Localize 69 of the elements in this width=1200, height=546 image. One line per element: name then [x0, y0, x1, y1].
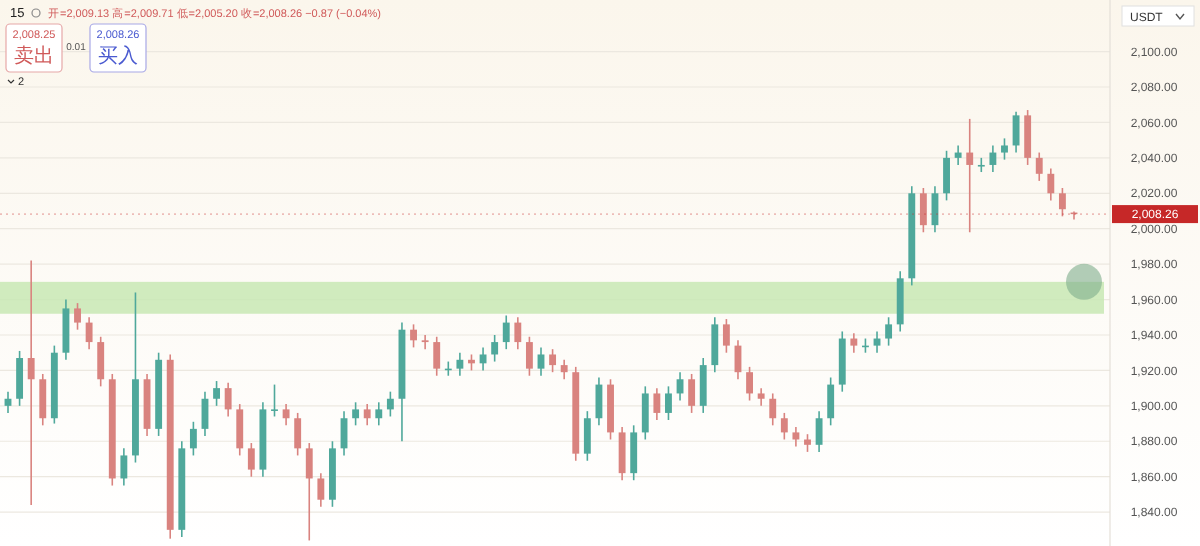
candlestick [479, 346, 487, 372]
candlestick [989, 144, 997, 173]
candlestick [549, 348, 557, 373]
candlestick [120, 447, 128, 487]
candlestick [410, 323, 417, 349]
candlestick [583, 410, 591, 462]
candlestick [838, 330, 846, 393]
candlestick [224, 382, 232, 418]
candlestick [305, 442, 313, 542]
candlestick [271, 383, 278, 418]
candlestick [827, 376, 835, 427]
candlestick [317, 472, 325, 508]
candlestick [421, 334, 429, 350]
candlestick [618, 426, 626, 482]
candlestick [386, 390, 394, 418]
candlestick [375, 401, 383, 427]
candlestick [595, 376, 603, 427]
candlestick [699, 357, 707, 414]
candlestick [352, 401, 360, 427]
candlestick [653, 387, 661, 421]
candlestick [62, 298, 70, 361]
candlestick [746, 366, 753, 402]
candlestick [39, 373, 47, 427]
candlestick [792, 426, 800, 448]
candlestick [363, 403, 371, 427]
candlestick [665, 385, 672, 421]
annotation: 买入 [98, 44, 138, 68]
candlestick [456, 351, 464, 377]
candlestick [688, 373, 696, 414]
candlestick [1012, 111, 1020, 154]
candlestick [525, 335, 533, 377]
candlestick [641, 385, 649, 441]
candlestick [630, 424, 638, 482]
candlestick [722, 318, 730, 354]
candlestick [769, 392, 777, 427]
annotation: 卖出 [14, 44, 54, 68]
candlestick [502, 314, 510, 350]
candlestick [236, 403, 244, 457]
candlestick [711, 316, 719, 373]
candlestick [433, 335, 441, 377]
candlestick [966, 118, 974, 234]
candlestick [213, 380, 220, 407]
candlestick [943, 149, 950, 202]
candlestick [16, 350, 24, 407]
candlestick [514, 316, 522, 350]
candlestick [850, 332, 858, 354]
candlestick [919, 187, 927, 234]
candlestick [1001, 137, 1008, 161]
candlestick [896, 270, 904, 333]
candlestick [97, 335, 105, 388]
candlestick [85, 316, 93, 350]
candlestick [247, 442, 255, 478]
candlestick [27, 259, 35, 506]
candlestick [607, 378, 614, 441]
candlestick [282, 403, 290, 427]
candlestick [1047, 167, 1055, 202]
candlestick [954, 144, 962, 166]
candlestick [1024, 109, 1032, 166]
candlestick [885, 316, 893, 347]
candlestick [294, 412, 302, 457]
candlestick [815, 410, 823, 453]
candlestick [491, 334, 499, 363]
candlestick [537, 346, 545, 377]
candlestick [74, 302, 81, 331]
candlestick [780, 412, 788, 441]
candlestick [560, 358, 568, 381]
candlestick [1035, 151, 1043, 182]
candlestick [1058, 187, 1066, 218]
candlestick [189, 420, 197, 457]
